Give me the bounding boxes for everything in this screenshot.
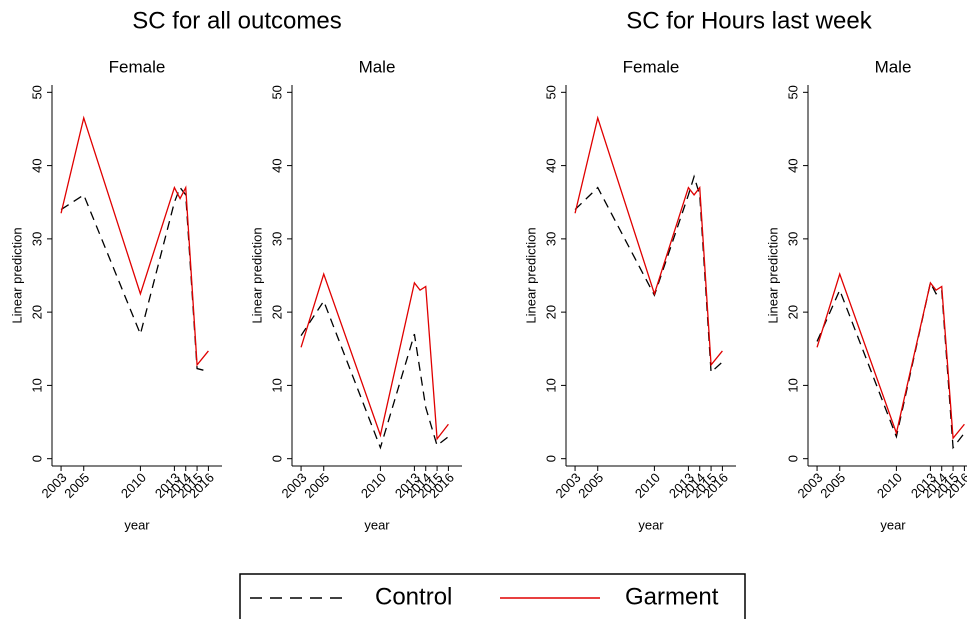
y-tick-label: 40	[785, 158, 800, 172]
series-line	[60, 115, 209, 367]
y-axis-title: Linear prediction	[9, 227, 24, 323]
y-tick-label: 10	[269, 378, 284, 392]
y-axis-title: Linear prediction	[765, 227, 780, 323]
y-tick-label: 40	[269, 158, 284, 172]
series-line	[574, 115, 723, 367]
y-tick-label: 20	[29, 305, 44, 319]
x-tick-label: 2005	[61, 470, 92, 501]
series-line	[816, 280, 965, 450]
legend-label: Control	[375, 583, 452, 610]
y-tick-label: 50	[785, 85, 800, 99]
y-tick-label: 0	[785, 455, 800, 462]
y-tick-label: 0	[269, 455, 284, 462]
y-tick-label: 30	[785, 232, 800, 246]
y-tick-label: 40	[543, 158, 558, 172]
y-tick-label: 10	[543, 378, 558, 392]
y-tick-label: 10	[29, 378, 44, 392]
y-tick-label: 20	[269, 305, 284, 319]
y-axis-title: Linear prediction	[523, 227, 538, 323]
y-tick-label: 10	[785, 378, 800, 392]
x-axis-title: year	[124, 517, 150, 532]
y-tick-label: 0	[29, 455, 44, 462]
x-tick-label: 2005	[301, 470, 332, 501]
y-tick-label: 30	[29, 232, 44, 246]
y-tick-label: 20	[543, 305, 558, 319]
panel-title: Male	[359, 57, 396, 76]
y-tick-label: 50	[29, 85, 44, 99]
y-axis-title: Linear prediction	[249, 227, 264, 323]
x-tick-label: 2010	[874, 470, 905, 501]
y-tick-label: 30	[543, 232, 558, 246]
x-tick-label: 2005	[817, 470, 848, 501]
series-line	[574, 174, 723, 374]
panel-title: Male	[875, 57, 912, 76]
y-tick-label: 40	[29, 158, 44, 172]
x-tick-label: 2005	[575, 470, 606, 501]
group-title: SC for all outcomes	[132, 7, 341, 34]
x-tick-label: 2010	[358, 470, 389, 501]
series-line	[60, 186, 209, 373]
series-line	[816, 271, 965, 440]
x-tick-label: 2010	[632, 470, 663, 501]
y-tick-label: 30	[269, 232, 284, 246]
x-axis-title: year	[638, 517, 664, 532]
group-title: SC for Hours last week	[626, 7, 872, 34]
y-tick-label: 50	[269, 85, 284, 99]
legend-label: Garment	[625, 583, 719, 610]
x-axis-title: year	[364, 517, 390, 532]
series-line	[300, 299, 449, 450]
x-tick-label: 2010	[118, 470, 149, 501]
series-line	[300, 271, 449, 441]
y-tick-label: 0	[543, 455, 558, 462]
panel-title: Female	[109, 57, 166, 76]
y-tick-label: 20	[785, 305, 800, 319]
panel-title: Female	[623, 57, 680, 76]
legend-box	[239, 573, 746, 619]
y-tick-label: 50	[543, 85, 558, 99]
x-axis-title: year	[880, 517, 906, 532]
